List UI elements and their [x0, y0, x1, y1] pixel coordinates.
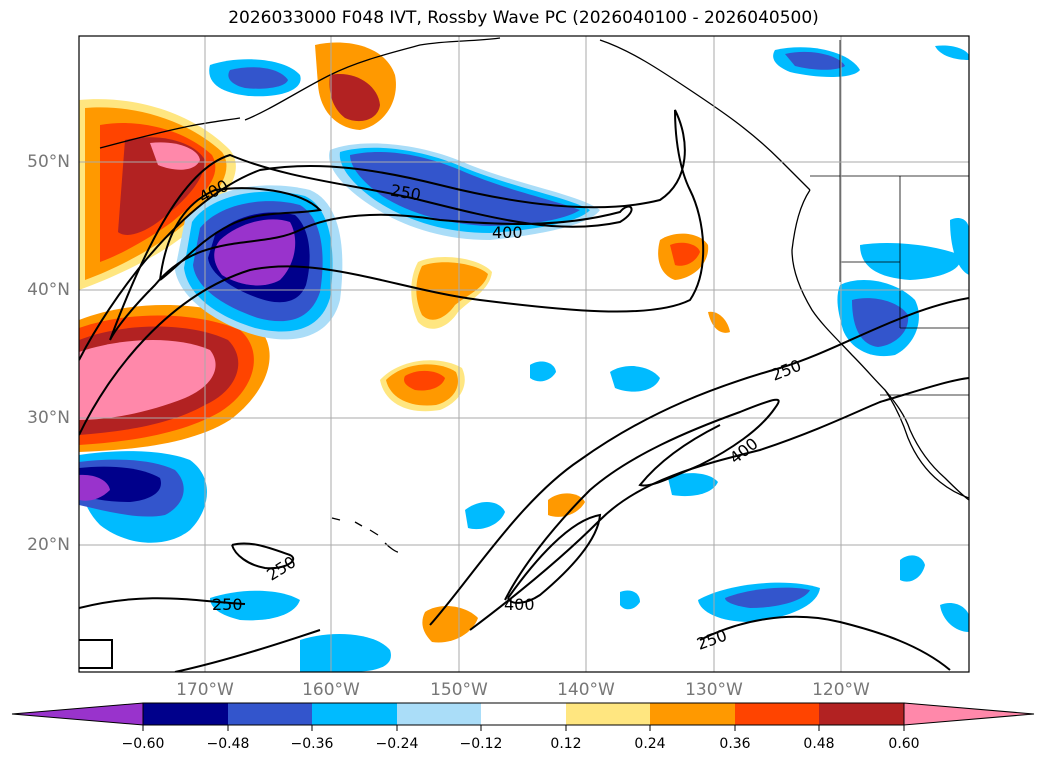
colorbar-tick-label-10: 0.60 — [888, 736, 920, 752]
contour-400-north-inner — [159, 187, 323, 281]
negative-anomaly-band-3 — [350, 151, 580, 226]
colorbar-tick-label-5: −0.12 — [459, 736, 503, 752]
gridlines — [79, 36, 969, 672]
negative-anomaly-east — [950, 218, 969, 275]
contour-250-south-2 — [469, 377, 969, 631]
positive-anomaly-south-2 — [548, 493, 585, 517]
colorbar-tick-label-8: 0.36 — [719, 736, 751, 752]
negative-anomaly-south-7 — [900, 555, 925, 582]
negative-anomaly-south-1b — [725, 587, 810, 608]
lon-label-130w: 130°W — [685, 680, 743, 700]
negative-anomaly-cal-3 — [860, 243, 961, 280]
lat-label-40: 40°N — [27, 280, 70, 300]
negative-anomaly-south-4 — [465, 501, 505, 530]
contour-400-south — [504, 398, 780, 601]
negative-anomaly-cal-2 — [852, 298, 909, 347]
contour-label-7: 250 — [212, 595, 243, 614]
colorbar-ticks — [142, 725, 905, 731]
hawaii-islands — [331, 517, 399, 553]
negative-anomaly-alaska-2 — [228, 67, 288, 89]
negative-anomaly-south-6 — [668, 473, 718, 497]
colorbar-bin-8 — [735, 703, 819, 725]
negative-anomaly-south-10 — [620, 590, 640, 610]
negative-anomaly-sw-4 — [79, 474, 110, 501]
colorbar-bin-6 — [566, 703, 650, 725]
contour-250-far-south — [79, 597, 246, 669]
boundary-group — [810, 40, 969, 396]
contour-250-bottom — [174, 615, 951, 672]
contour-label-8: 400 — [504, 595, 535, 614]
colorbar-bin-5 — [481, 703, 566, 725]
negative-anomaly-south-8 — [940, 603, 969, 632]
contour-250-south — [429, 297, 969, 626]
colorbar-bin-1 — [143, 703, 228, 725]
contour-250-north — [79, 109, 705, 436]
contour-400-south-inner — [507, 513, 602, 604]
colorbar-tick-label-3: −0.36 — [290, 736, 334, 752]
colorbar-bin-2 — [228, 703, 312, 725]
colorbar-frame — [142, 702, 905, 726]
contour-250-pacific — [231, 542, 295, 570]
colorbar-under-arrow — [11, 702, 144, 726]
negative-anomaly-south-2 — [300, 634, 391, 672]
colorbar-tick-label-6: 0.12 — [550, 736, 582, 752]
lat-label-50: 50°N — [27, 152, 70, 172]
lon-label-120w: 120°W — [812, 680, 870, 700]
state-boundaries — [839, 176, 969, 329]
positive-anomaly-central-2 — [416, 262, 488, 320]
alaska-coast — [244, 37, 501, 121]
colorbar-bin-4 — [397, 703, 481, 725]
map-frame — [78, 35, 970, 673]
chart-title: 2026033000 F048 IVT, Rossby Wave PC (202… — [228, 8, 819, 28]
lon-label-160w: 160°W — [302, 680, 360, 700]
coastline-group — [99, 37, 969, 553]
baja-coast — [884, 389, 969, 499]
ivt-shading — [79, 42, 969, 672]
negative-anomaly-south-3 — [210, 590, 300, 621]
colorbar-bin-3 — [312, 703, 397, 725]
positive-anomaly-mid-3 — [404, 370, 445, 391]
positive-anomaly-sw-4 — [79, 340, 216, 420]
positive-anomaly-east-2 — [670, 242, 700, 266]
ivt-contours — [79, 109, 969, 672]
negative-anomaly-south-5 — [610, 366, 660, 392]
negative-anomaly-ne-2 — [785, 51, 845, 70]
contour-label-3: 400 — [492, 223, 523, 242]
colorbar-tick-label-9: 0.48 — [803, 736, 835, 752]
lon-label-170w: 170°W — [176, 680, 234, 700]
negative-anomaly-ne-3 — [935, 45, 969, 60]
colorbar-tick-label-4: −0.24 — [375, 736, 419, 752]
colorbar-bin-7 — [650, 703, 735, 725]
negative-anomaly-central-5 — [214, 219, 296, 286]
aleutian-islands — [99, 117, 241, 149]
lon-label-150w: 150°W — [430, 680, 488, 700]
colorbar-over-arrow — [903, 702, 1035, 726]
colorbar-bin-9 — [819, 703, 904, 725]
positive-anomaly-south — [422, 606, 478, 643]
contour-400-north — [109, 153, 633, 341]
lon-label-140w: 140°W — [557, 680, 615, 700]
lat-label-30: 30°N — [27, 408, 70, 428]
colorbar-tick-label-1: −0.60 — [121, 736, 165, 752]
positive-anomaly-alaska-2 — [329, 74, 380, 122]
positive-anomaly-nw-5 — [150, 142, 200, 170]
lat-label-20: 20°N — [27, 535, 70, 555]
colorbar-tick-label-2: −0.48 — [206, 736, 250, 752]
colorbar-tick-label-7: 0.24 — [634, 736, 666, 752]
colorbar — [11, 702, 1035, 731]
us-west-coast — [791, 189, 969, 501]
bc-coast — [599, 39, 811, 191]
negative-anomaly-south-9 — [530, 361, 556, 382]
